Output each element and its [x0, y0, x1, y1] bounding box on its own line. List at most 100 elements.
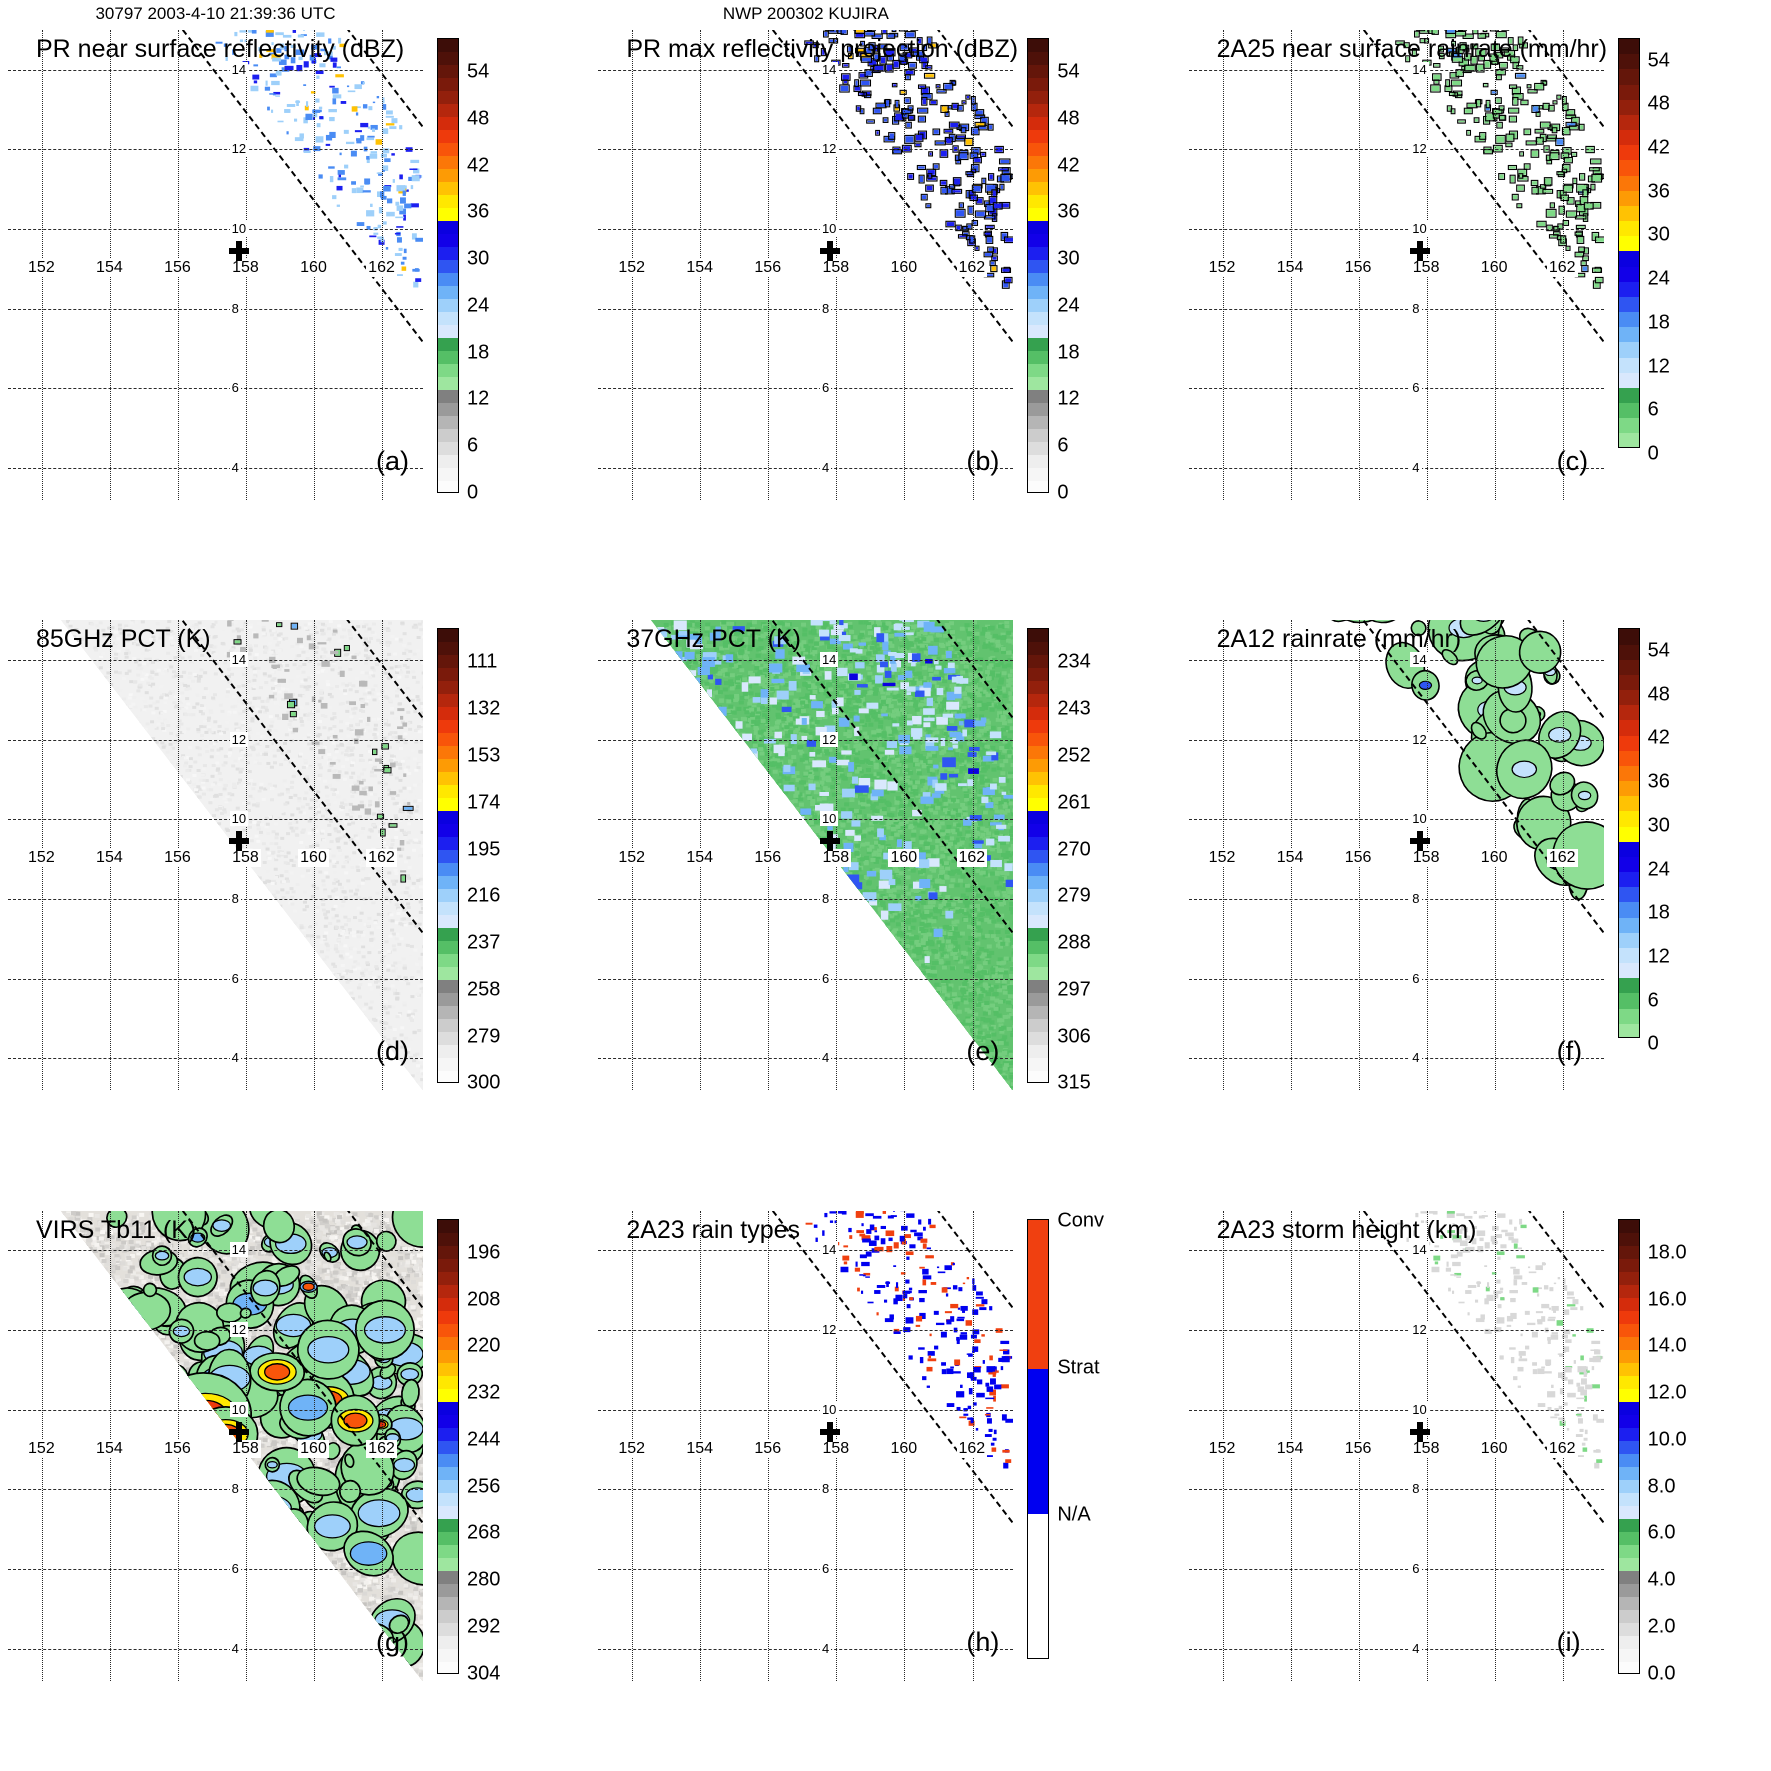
colorbar-segment: [1028, 980, 1049, 994]
lon-tick-label: 156: [1342, 258, 1374, 277]
lat-tick-label: 14: [819, 652, 839, 668]
lat-tick-label: 12: [819, 1322, 839, 1338]
colorbar-segment: [438, 1635, 458, 1649]
lon-tick-label: 158: [230, 258, 261, 277]
colorbar-segment: [1028, 733, 1049, 747]
colorbar-label: 0: [1057, 481, 1069, 504]
colorbar-segment: [438, 1006, 458, 1020]
lon-tick-label: 156: [752, 1439, 784, 1458]
colorbar-label: 48: [1057, 107, 1080, 130]
colorbar-segment: [438, 863, 458, 877]
lon-tick-label: 156: [162, 258, 193, 277]
colorbar-segment: [1618, 1336, 1639, 1350]
colorbar-segment: [1028, 746, 1049, 760]
colorbar-segment: [1618, 1570, 1639, 1584]
panel-title-d: 85GHz PCT (K): [36, 625, 211, 654]
colorbar-segment: [438, 772, 458, 786]
colorbar-segment: [438, 1032, 458, 1046]
plot-area-i: 152 154 156 158 160 162 14 12 10 8 6 4: [1188, 1210, 1604, 1681]
colorbar-label: 48: [467, 107, 490, 130]
colorbar-segment: [1028, 429, 1049, 442]
colorbar-segment: [438, 1518, 458, 1532]
lon-tick-label: 154: [684, 849, 716, 868]
colorbar-segment: [1028, 785, 1049, 799]
panel-letter-e: (e): [966, 1036, 1000, 1067]
colorbar-segment: [438, 52, 458, 65]
lat-tick-label: 14: [819, 1242, 839, 1258]
colorbar-segment: [1618, 433, 1639, 447]
colorbar-segment: [1618, 978, 1639, 994]
colorbar-segment: [1618, 1023, 1639, 1038]
lat-tick-label: 4: [1410, 1050, 1422, 1066]
colorbar-label: 0: [1647, 442, 1659, 465]
lon-tick-label: 158: [820, 258, 852, 277]
colorbar-label: 220: [467, 1334, 501, 1357]
colorbar-segment: [438, 1232, 458, 1246]
colorbar-segment: [438, 954, 458, 968]
colorbar-segment: [1618, 175, 1639, 191]
colorbar-segment: [1618, 54, 1639, 70]
colorbar-segment: [438, 208, 458, 221]
colorbar-b: [1027, 38, 1050, 493]
colorbar-segment: [1618, 750, 1639, 766]
colorbar-segment: [1028, 455, 1049, 468]
colorbar-segment: [1618, 99, 1639, 115]
colorbar-segment: [1028, 798, 1049, 812]
colorbar-segment: [438, 221, 458, 234]
lon-tick-label: 160: [298, 1439, 329, 1458]
lat-tick-label: 6: [819, 380, 832, 396]
lat-tick-label: 6: [819, 970, 832, 986]
colorbar-segment: [1618, 963, 1639, 979]
colorbar-i: [1617, 1218, 1640, 1674]
colorbar-segment: [438, 1336, 458, 1350]
colorbar-segment: [1028, 1369, 1049, 1515]
colorbar-label: 18: [1057, 341, 1080, 364]
colorbar-label: 6: [1647, 398, 1659, 421]
colorbar-segment: [1618, 1596, 1639, 1610]
colorbar-segment: [438, 1583, 458, 1597]
colorbar-segment: [438, 993, 458, 1007]
lat-tick-label: 12: [229, 1322, 249, 1338]
colorbar-label: N/A: [1057, 1503, 1091, 1526]
colorbar-label: 12: [467, 387, 490, 410]
colorbar-label: 174: [467, 791, 501, 814]
lat-tick-label: 10: [1410, 1401, 1429, 1417]
colorbar-segment: [1618, 720, 1639, 736]
colorbar-segment: [438, 442, 458, 455]
colorbar-segment: [1618, 39, 1639, 55]
colorbar-segment: [1028, 247, 1049, 260]
lon-tick-label: 158: [230, 849, 261, 868]
colorbar-segment: [1618, 841, 1639, 857]
colorbar-segment: [438, 1661, 458, 1673]
colorbar-segment: [1028, 442, 1049, 455]
colorbar-segment: [438, 668, 458, 682]
colorbar-segment: [1618, 1661, 1639, 1673]
panel-g: 152 154 156 158 160 162 14 12 10 8 6 4 VIRS Tb11 (K)…: [0, 1181, 590, 1771]
colorbar-segment: [1618, 1453, 1639, 1467]
lon-tick-label: 152: [616, 849, 648, 868]
colorbar-segment: [438, 1531, 458, 1545]
panel-letter-a: (a): [376, 446, 409, 476]
colorbar-label: 18: [1647, 311, 1670, 334]
storm-center-marker: [1409, 1421, 1430, 1442]
colorbar-segment: [1028, 364, 1049, 377]
colorbar-segment: [1028, 143, 1049, 156]
panel-letter-i: (i): [1556, 1626, 1581, 1657]
colorbar-segment: [1618, 1414, 1639, 1428]
colorbar-segment: [1618, 69, 1639, 85]
data-layer-g: [8, 1210, 423, 1681]
lat-tick-label: 14: [819, 61, 839, 77]
lon-tick-label: 162: [956, 1439, 988, 1458]
lon-tick-label: 154: [1274, 849, 1306, 868]
colorbar-segment: [1028, 863, 1049, 877]
data-layer-h: [598, 1210, 1014, 1681]
colorbar-segment: [1028, 169, 1049, 182]
lat-tick-label: 4: [819, 460, 832, 476]
colorbar-segment: [1028, 403, 1049, 416]
colorbar-label: 292: [467, 1615, 501, 1638]
colorbar-segment: [1618, 372, 1639, 388]
panel-title-a: PR near surface reflectivity (dBZ): [36, 35, 405, 63]
colorbar-label: 36: [467, 200, 490, 223]
colorbar-segment: [438, 1284, 458, 1298]
colorbar-label: 261: [1057, 791, 1091, 814]
